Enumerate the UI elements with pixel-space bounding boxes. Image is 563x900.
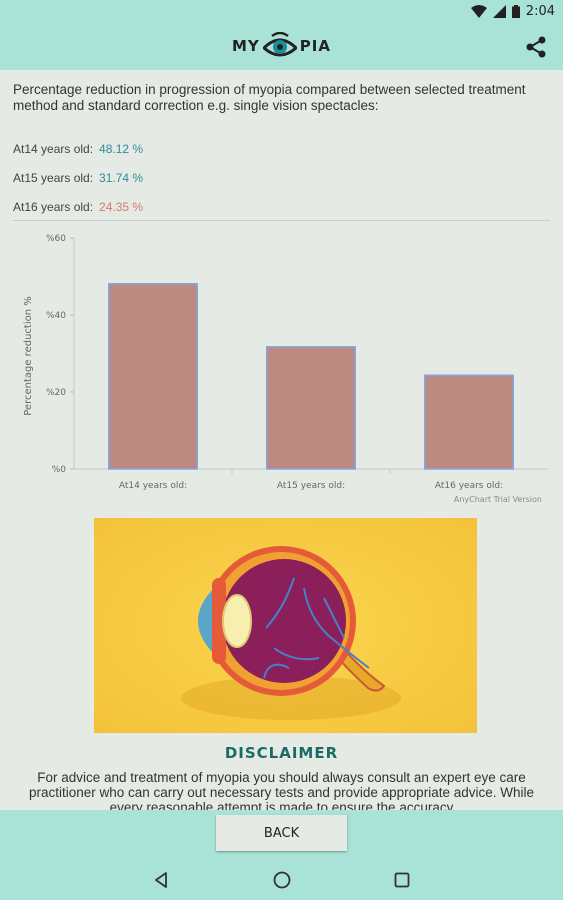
battery-icon bbox=[511, 5, 520, 18]
intro-text: Percentage reduction in progression of m… bbox=[13, 82, 526, 113]
chart-bar bbox=[266, 346, 356, 470]
y-axis-label: Percentage reduction % bbox=[23, 296, 34, 416]
app-logo: MY PIA bbox=[232, 32, 331, 60]
chart-bar bbox=[424, 374, 514, 470]
signal-icon bbox=[492, 5, 506, 18]
share-icon[interactable] bbox=[525, 36, 547, 58]
stat-value: 48.12 % bbox=[99, 142, 144, 156]
chart-bar bbox=[108, 282, 198, 470]
stat-value: 31.74 % bbox=[99, 171, 144, 185]
y-tick-label: %40 bbox=[46, 311, 66, 321]
y-tick-label: %0 bbox=[52, 465, 67, 475]
eye-illustration bbox=[94, 518, 477, 733]
nav-home-icon[interactable] bbox=[272, 870, 292, 890]
chart-bars bbox=[108, 282, 514, 470]
stat-label: At15 years old: bbox=[13, 171, 94, 185]
stat-value: 24.35 % bbox=[99, 200, 144, 214]
x-tick-label: At15 years old: bbox=[277, 481, 345, 491]
y-tick-label: %20 bbox=[46, 388, 66, 398]
status-bar: 2:04 bbox=[0, 0, 563, 24]
x-tick-label: At16 years old: bbox=[435, 481, 503, 491]
stat-label: At16 years old: bbox=[13, 200, 94, 214]
clock-time: 2:04 bbox=[525, 4, 555, 19]
app-bar: MY PIA bbox=[0, 24, 563, 70]
y-tick-label: %60 bbox=[46, 234, 66, 244]
chart-watermark: AnyChart Trial Version bbox=[454, 495, 542, 504]
back-button[interactable]: BACK bbox=[216, 815, 347, 851]
divider bbox=[13, 220, 550, 221]
nav-back-icon[interactable] bbox=[151, 870, 171, 890]
wifi-icon bbox=[470, 5, 487, 18]
stat-row-16: At16 years old: 24.35 % bbox=[13, 200, 143, 214]
main-content[interactable]: Percentage reduction in progression of m… bbox=[0, 70, 563, 810]
chart-x-ticks: At14 years old: At15 years old: At16 years… bbox=[119, 469, 503, 491]
disclaimer-title: DISCLAIMER bbox=[224, 744, 339, 762]
system-nav-bar bbox=[0, 860, 563, 900]
logo-text-left: MY bbox=[232, 37, 260, 55]
stat-row-15: At15 years old: 31.74 % bbox=[13, 171, 143, 185]
bar-chart: %0 %20 %40 %60 At14 years old: At15 years ol… bbox=[23, 234, 548, 504]
stat-row-14: At14 years old: 48.12 % bbox=[13, 142, 143, 156]
nav-recents-icon[interactable] bbox=[392, 870, 412, 890]
x-tick-label: At14 years old: bbox=[119, 481, 187, 491]
logo-text-right: PIA bbox=[299, 37, 331, 55]
chart-y-ticks: %0 %20 %40 %60 bbox=[46, 234, 74, 475]
eye-logo-icon bbox=[262, 32, 297, 57]
status-icons: 2:04 bbox=[470, 4, 555, 19]
stat-label: At14 years old: bbox=[13, 142, 94, 156]
footer-bar: BACK bbox=[0, 810, 563, 860]
disclaimer-text: For advice and treatment of myopia you s… bbox=[28, 770, 534, 810]
